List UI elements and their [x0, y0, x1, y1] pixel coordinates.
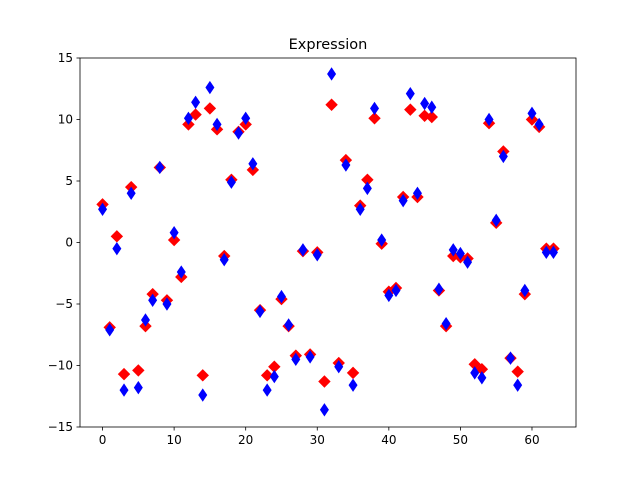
plot-background: [80, 58, 576, 427]
data-point-series-2: [477, 371, 487, 385]
data-point-series-1: [203, 102, 217, 115]
x-tick-label: 40: [381, 433, 396, 447]
y-tick-label: 15: [58, 51, 73, 65]
data-point-series-2: [219, 253, 229, 267]
y-tick-label: 0: [65, 236, 73, 250]
data-point-series-2: [534, 117, 544, 132]
y-tick-label: 10: [58, 113, 73, 127]
data-point-series-2: [198, 388, 208, 402]
data-point-series-2: [205, 80, 215, 95]
data-point-series-2: [112, 241, 122, 256]
data-point-series-1: [132, 364, 145, 377]
data-point-series-2: [284, 318, 294, 332]
data-point-series-1: [196, 369, 209, 382]
data-point-series-1: [425, 110, 438, 124]
data-point-series-2: [298, 243, 308, 257]
data-point-series-2: [513, 378, 523, 392]
data-point-series-2: [169, 225, 179, 240]
data-point-series-2: [241, 111, 251, 125]
data-point-series-2: [262, 383, 272, 397]
data-point-series-2: [548, 245, 558, 260]
data-point-series-2: [412, 186, 422, 200]
data-point-series-2: [191, 95, 201, 109]
x-tick-label: 20: [238, 433, 253, 447]
data-point-series-2: [441, 316, 451, 331]
data-point-series-2: [484, 112, 494, 127]
x-tick-label: 30: [310, 433, 325, 447]
data-point-series-2: [98, 202, 108, 216]
data-point-series-2: [470, 366, 480, 380]
data-point-series-2: [119, 383, 129, 397]
data-point-series-2: [319, 403, 329, 417]
data-point-series-2: [541, 245, 551, 260]
data-point-series-2: [398, 193, 408, 208]
data-point-series-2: [291, 352, 301, 367]
data-point-series-2: [212, 117, 222, 132]
data-point-series-2: [155, 160, 165, 175]
data-point-series-2: [463, 255, 473, 269]
x-tick-label: 60: [524, 433, 539, 447]
y-tick-label: 5: [65, 174, 73, 188]
data-point-series-2: [448, 243, 458, 257]
data-point-series-2: [455, 246, 465, 261]
plot-area: [80, 58, 576, 427]
data-point-series-1: [346, 366, 360, 380]
data-point-series-2: [491, 213, 501, 228]
data-point-series-1: [368, 112, 381, 125]
data-point-series-2: [140, 313, 150, 327]
data-point-series-2: [183, 111, 193, 125]
data-point-series-2: [384, 288, 394, 303]
y-tick-label: −15: [48, 420, 73, 434]
data-point-series-2: [269, 369, 279, 384]
data-point-series-2: [391, 283, 401, 298]
data-point-series-1: [318, 375, 331, 388]
data-point-series-2: [255, 304, 265, 319]
data-point-series-2: [370, 101, 380, 116]
chart-title: Expression: [289, 37, 368, 53]
data-point-series-2: [105, 323, 115, 337]
data-point-series-2: [248, 157, 258, 171]
data-point-series-2: [133, 380, 143, 395]
data-point-series-1: [260, 369, 274, 382]
data-point-series-2: [305, 350, 315, 364]
x-tick-label: 10: [166, 433, 181, 447]
data-point-series-1: [167, 233, 181, 247]
data-point-series-2: [312, 248, 322, 262]
axes: 0 10 20 30 40 50 60 −15 −10 −5 0 5 10 15: [48, 51, 577, 447]
data-point-series-1: [110, 230, 124, 243]
data-point-series-2: [520, 283, 530, 298]
x-tick-label: 0: [99, 433, 107, 447]
data-point-series-2: [355, 202, 365, 216]
data-point-series-2: [226, 175, 236, 189]
data-point-series-2: [498, 149, 508, 164]
y-tick-label: −5: [55, 297, 73, 311]
data-point-series-1: [117, 367, 131, 381]
data-point-series-2: [362, 181, 372, 196]
data-point-series-2: [126, 186, 136, 200]
data-point-series-2: [420, 96, 430, 111]
data-point-series-1: [511, 365, 524, 378]
data-point-series-2: [148, 293, 158, 308]
y-tick-label: −10: [48, 359, 73, 373]
data-point-series-2: [506, 351, 516, 365]
data-point-series-2: [434, 282, 444, 296]
data-markers: [96, 67, 560, 417]
data-point-series-2: [527, 106, 537, 121]
data-point-series-1: [325, 98, 338, 111]
data-point-series-1: [404, 103, 417, 116]
data-point-series-2: [234, 126, 244, 140]
data-point-series-2: [162, 297, 172, 311]
data-point-series-2: [276, 289, 286, 304]
data-point-series-2: [427, 100, 437, 114]
data-point-series-1: [189, 108, 202, 121]
data-point-series-2: [377, 233, 387, 247]
x-tick-label: 50: [453, 433, 468, 447]
data-point-series-2: [176, 265, 186, 279]
data-point-series-2: [341, 158, 351, 172]
data-point-series-2: [348, 378, 358, 392]
data-point-series-2: [327, 67, 337, 81]
data-point-series-2: [334, 360, 344, 374]
data-point-series-2: [405, 86, 415, 101]
